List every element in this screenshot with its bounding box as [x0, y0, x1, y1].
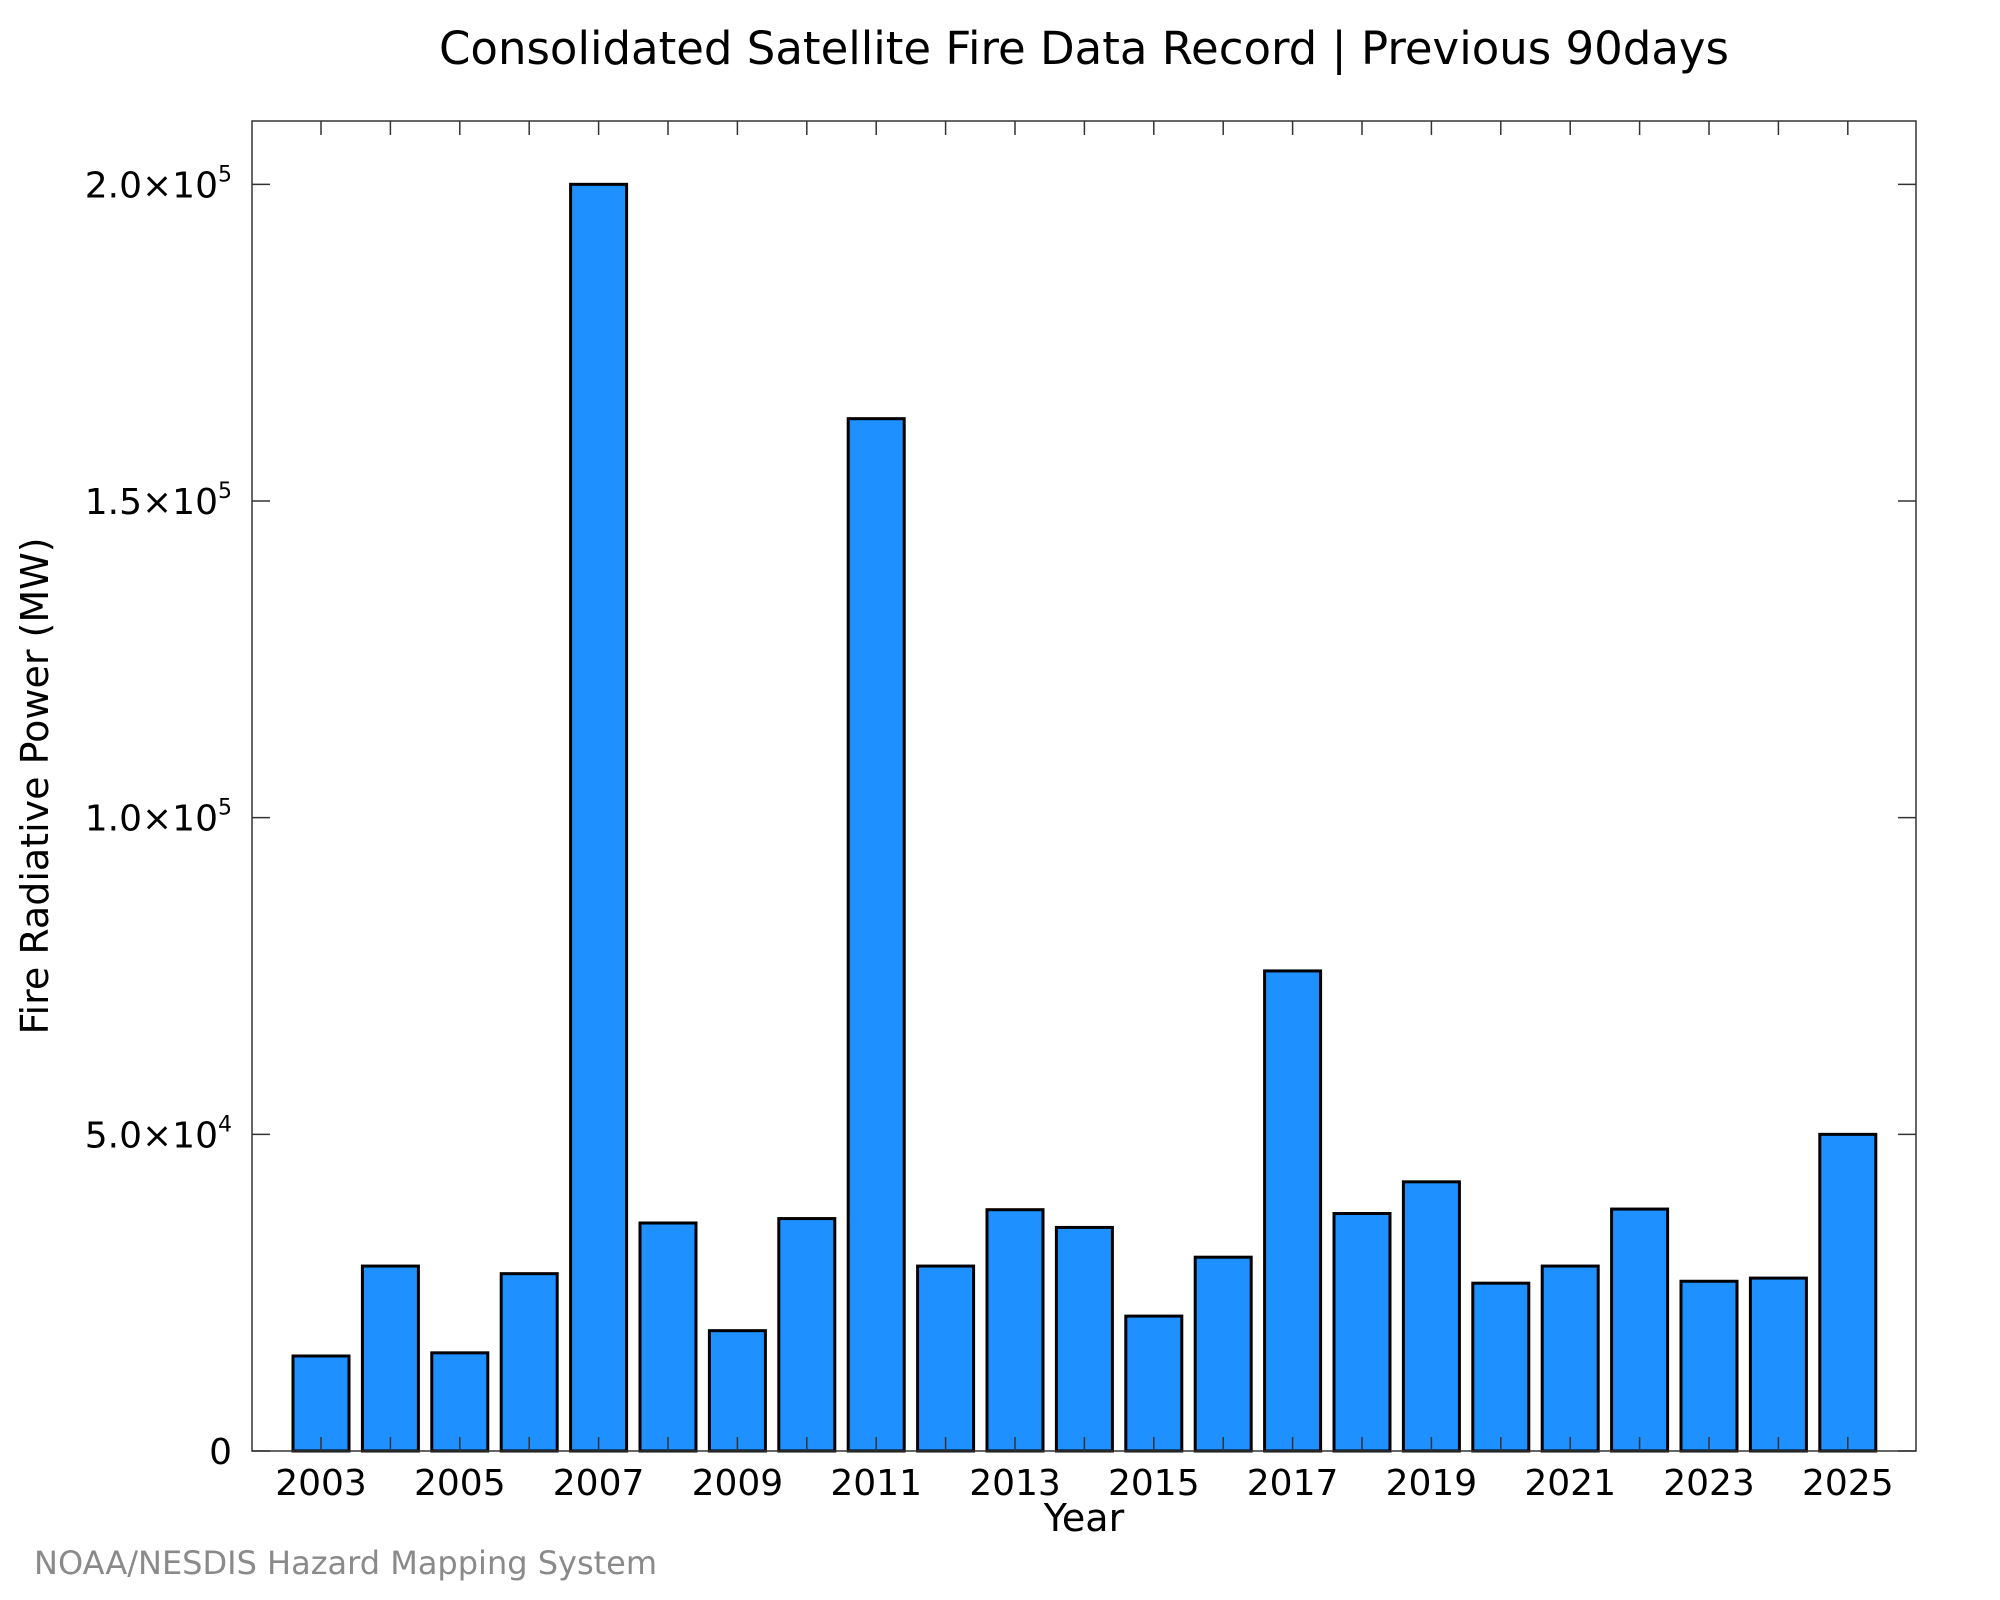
- y-tick-label-0: 0: [209, 1432, 232, 1473]
- x-tick-label-2021: 2021: [1524, 1463, 1616, 1504]
- bar-2004: [360, 1264, 420, 1453]
- y-tick-label-2: 1.0×105: [85, 796, 232, 840]
- y-axis-label: Fire Radiative Power (MW): [13, 537, 57, 1034]
- y-tick-label-3: 1.5×105: [85, 479, 232, 523]
- x-tick-label-2005: 2005: [414, 1463, 506, 1504]
- bar-2018: [1332, 1212, 1392, 1453]
- bar-2022: [1610, 1207, 1670, 1453]
- bar-2014: [1054, 1225, 1114, 1453]
- bar-2011: [846, 417, 906, 1453]
- x-tick-label-2007: 2007: [553, 1463, 645, 1504]
- bar-2023: [1679, 1279, 1739, 1453]
- bar-2007: [569, 182, 629, 1453]
- x-tick-label-2025: 2025: [1802, 1463, 1894, 1504]
- bar-2003: [291, 1354, 351, 1453]
- x-tick-label-2019: 2019: [1386, 1463, 1478, 1504]
- credit-text: NOAA/NESDIS Hazard Mapping System: [34, 1544, 657, 1582]
- bar-2021: [1540, 1264, 1600, 1453]
- plot-frame: [251, 120, 1917, 1452]
- bar-2016: [1193, 1255, 1253, 1453]
- x-tick-label-2013: 2013: [969, 1463, 1061, 1504]
- bar-2005: [430, 1351, 490, 1453]
- y-tick-label-4: 2.0×105: [85, 162, 232, 206]
- bars-group: [291, 182, 1878, 1453]
- x-tick-label-2009: 2009: [692, 1463, 784, 1504]
- bar-2012: [916, 1264, 976, 1453]
- bar-2006: [499, 1272, 559, 1453]
- y-tick-label-1: 5.0×104: [85, 1112, 232, 1156]
- x-tick-label-2015: 2015: [1108, 1463, 1200, 1504]
- x-tick-label-2011: 2011: [830, 1463, 922, 1504]
- bar-2008: [638, 1221, 698, 1453]
- bar-2020: [1471, 1281, 1531, 1453]
- bar-2009: [707, 1329, 767, 1453]
- bar-2010: [777, 1217, 837, 1453]
- bar-2019: [1401, 1180, 1461, 1453]
- x-tick-label-2003: 2003: [275, 1463, 367, 1504]
- y-ticks-group: 0 5.0×104 1.0×105 1.5×105 2.0×105: [85, 162, 1916, 1473]
- bar-2024: [1748, 1276, 1808, 1453]
- bar-2013: [985, 1208, 1045, 1453]
- chart-title: Consolidated Satellite Fire Data Record …: [439, 22, 1729, 75]
- x-ticks-group: 2003 2005 2007 2009 2011 2013 2015 2017 2019 2021…: [275, 121, 1894, 1504]
- bar-2017: [1263, 969, 1323, 1453]
- bar-2015: [1124, 1314, 1184, 1453]
- bar-2025: [1818, 1132, 1878, 1453]
- x-tick-label-2017: 2017: [1247, 1463, 1339, 1504]
- x-tick-label-2023: 2023: [1663, 1463, 1755, 1504]
- x-axis-label: Year: [1043, 1496, 1125, 1540]
